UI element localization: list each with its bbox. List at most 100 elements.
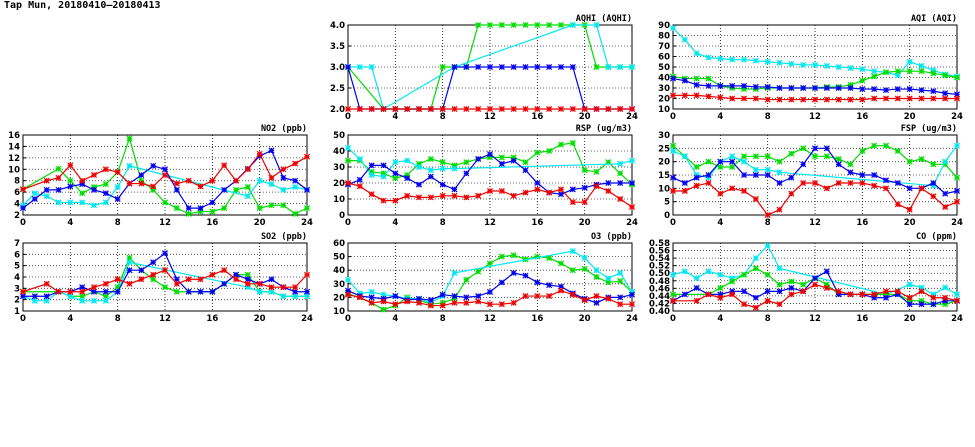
data-point [486, 301, 494, 308]
data-point [463, 170, 470, 177]
data-point [605, 187, 612, 195]
data-point [764, 153, 771, 160]
data-point [486, 288, 494, 295]
data-point [593, 273, 600, 281]
data-point [557, 141, 565, 148]
data-point [628, 63, 636, 71]
data-point [800, 161, 807, 168]
data-point [268, 288, 275, 295]
data-point [740, 56, 748, 63]
x-tick-label: 0 [670, 314, 676, 324]
y-tick-label: 15 [658, 171, 670, 181]
data-point [871, 73, 878, 80]
data-point [368, 288, 375, 295]
data-point [581, 199, 588, 206]
data-point [894, 288, 901, 295]
data-point [871, 86, 878, 93]
data-point [356, 176, 363, 183]
series-blue [669, 75, 961, 98]
data-point [942, 284, 949, 291]
series-line-green [348, 142, 633, 186]
y-tick-label: 10 [8, 165, 20, 175]
data-point [404, 171, 411, 179]
data-point [534, 253, 541, 260]
x-tick-label: 12 [484, 112, 496, 122]
data-point [415, 163, 423, 171]
data-point [546, 282, 553, 289]
data-point [31, 293, 38, 300]
data-point [380, 162, 387, 169]
y-tick-label: 25 [658, 144, 670, 154]
data-point [835, 161, 842, 168]
data-point [209, 271, 216, 278]
data-point [930, 301, 937, 308]
data-point [740, 271, 748, 278]
data-point [303, 186, 311, 193]
data-point [522, 189, 529, 196]
x-tick-label: 4 [67, 218, 73, 228]
series-cyan [669, 142, 961, 189]
data-point [392, 175, 399, 182]
data-point [823, 96, 830, 103]
series-red [669, 179, 961, 219]
data-point [788, 60, 795, 67]
data-point [380, 170, 387, 177]
x-tick-label: 24 [626, 314, 638, 324]
y-tick-label: 40 [333, 147, 345, 157]
y-tick-label: 30 [658, 84, 670, 94]
data-point [918, 301, 925, 308]
data-point [90, 171, 98, 179]
data-point [138, 276, 145, 283]
data-point [67, 183, 74, 190]
chart-title: O3 (ppb) [591, 232, 632, 242]
y-tick-label: 10 [333, 307, 345, 317]
data-point [344, 276, 352, 283]
y-tick-label: 3.0 [330, 63, 345, 73]
data-point [752, 265, 759, 272]
data-point [475, 155, 482, 163]
data-point [882, 177, 890, 184]
data-point [705, 93, 712, 100]
data-point [150, 259, 157, 266]
data-point [776, 84, 783, 92]
data-point [800, 84, 807, 92]
data-point [392, 293, 399, 300]
data-point [475, 105, 482, 113]
data-point [835, 63, 842, 71]
x-tick-label: 0 [20, 314, 26, 324]
data-point [380, 173, 387, 180]
data-point [114, 195, 121, 203]
data-point [617, 278, 624, 285]
data-point [510, 105, 517, 113]
y-tick-label: 90 [658, 21, 670, 31]
data-point [776, 265, 783, 272]
data-point [752, 95, 759, 102]
data-point [415, 295, 423, 302]
y-tick-label: 16 [8, 131, 20, 141]
y-tick-label: 0.52 [649, 262, 670, 272]
data-point [90, 288, 98, 295]
data-point [67, 293, 74, 300]
data-point [232, 177, 240, 184]
y-tick-label: 0.54 [649, 254, 670, 264]
y-tick-label: 1 [14, 307, 20, 317]
data-point [930, 182, 937, 189]
data-point [918, 288, 925, 295]
data-point [102, 166, 109, 173]
page-title: Tap Mun, 20180410–20180413 [4, 0, 161, 11]
data-point [693, 163, 700, 171]
data-point [173, 276, 180, 283]
data-point [788, 84, 795, 92]
data-point [605, 275, 612, 282]
data-point [31, 297, 38, 304]
data-point [404, 192, 411, 199]
y-tick-label: 8 [14, 177, 20, 187]
y-tick-label: 5 [664, 198, 670, 208]
data-point [930, 193, 937, 200]
chart-title: AQHI (AQHI) [576, 14, 632, 24]
data-point [138, 171, 145, 179]
y-tick-label: 0.58 [649, 239, 670, 249]
series-red [344, 287, 636, 309]
data-point [681, 77, 688, 84]
data-point [617, 160, 624, 167]
